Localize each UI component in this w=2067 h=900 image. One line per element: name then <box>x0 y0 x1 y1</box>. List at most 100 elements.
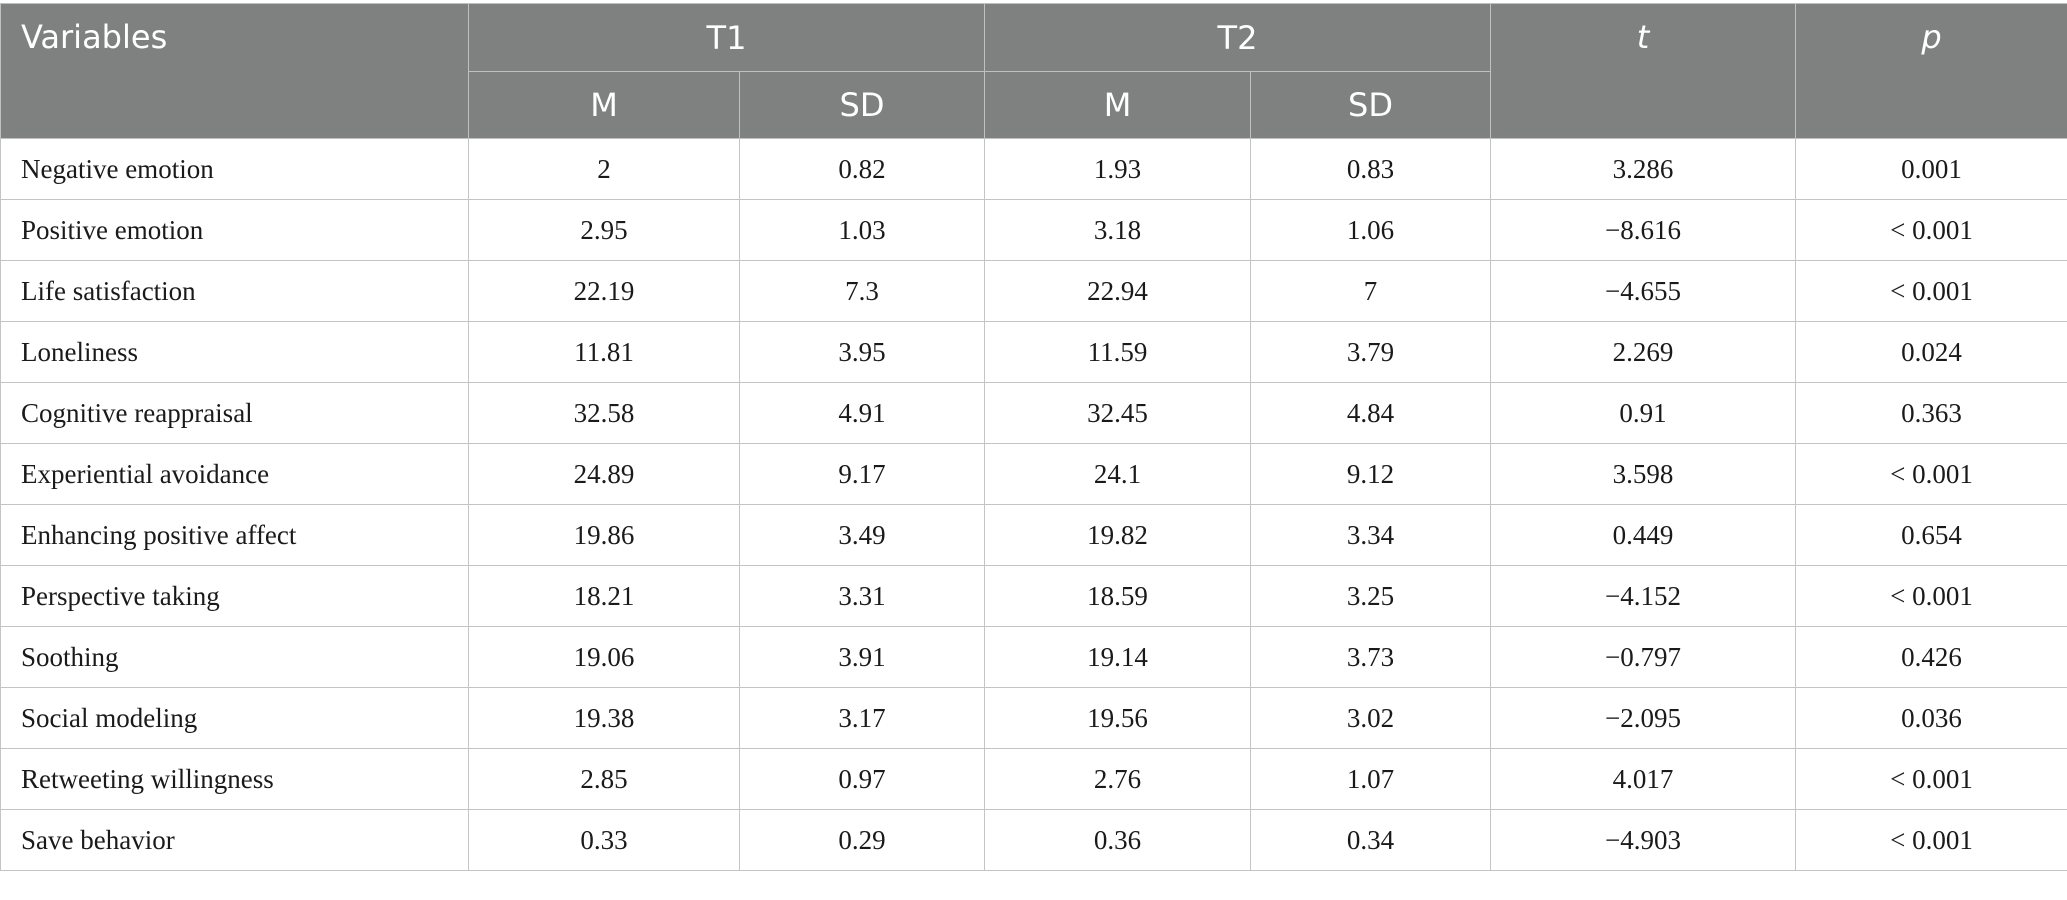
cell-t2-sd: 1.06 <box>1250 199 1491 261</box>
cell-t: 4.017 <box>1490 748 1796 810</box>
header-variables: Variables <box>0 3 469 139</box>
cell-t1-m: 19.06 <box>468 626 740 688</box>
cell-p: < 0.001 <box>1795 260 2067 322</box>
cell-t1-sd: 0.97 <box>739 748 985 810</box>
cell-t2-sd: 1.07 <box>1250 748 1491 810</box>
cell-t1-m: 2 <box>468 138 740 200</box>
cell-t2-m: 22.94 <box>984 260 1251 322</box>
cell-t1-sd: 0.29 <box>739 809 985 871</box>
cell-t: −0.797 <box>1490 626 1796 688</box>
cell-t2-sd: 9.12 <box>1250 443 1491 505</box>
cell-t1-sd: 7.3 <box>739 260 985 322</box>
cell-t2-m: 32.45 <box>984 382 1251 444</box>
cell-t2-sd: 3.34 <box>1250 504 1491 566</box>
cell-t: −2.095 <box>1490 687 1796 749</box>
cell-p: 0.001 <box>1795 138 2067 200</box>
cell-t1-m: 22.19 <box>468 260 740 322</box>
cell-t1-m: 18.21 <box>468 565 740 627</box>
header-t: t <box>1490 3 1796 139</box>
cell-t2-sd: 3.25 <box>1250 565 1491 627</box>
cell-t1-sd: 3.31 <box>739 565 985 627</box>
cell-t1-sd: 3.17 <box>739 687 985 749</box>
cell-p: < 0.001 <box>1795 565 2067 627</box>
cell-t2-sd: 3.79 <box>1250 321 1491 383</box>
cell-t1-m: 2.95 <box>468 199 740 261</box>
cell-t2-m: 19.56 <box>984 687 1251 749</box>
cell-t2-sd: 3.73 <box>1250 626 1491 688</box>
cell-variable: Social modeling <box>0 687 469 749</box>
header-t1-m: M <box>468 71 740 139</box>
cell-t2-m: 18.59 <box>984 565 1251 627</box>
table-header: Variables T1 T2 t p M SD M SD <box>0 3 2067 139</box>
cell-t2-m: 24.1 <box>984 443 1251 505</box>
cell-variable: Soothing <box>0 626 469 688</box>
table-row: Life satisfaction 22.19 7.3 22.94 7 −4.6… <box>0 260 2067 322</box>
header-t2-m: M <box>984 71 1251 139</box>
cell-t1-m: 2.85 <box>468 748 740 810</box>
cell-t1-sd: 9.17 <box>739 443 985 505</box>
cell-variable: Positive emotion <box>0 199 469 261</box>
cell-t2-sd: 7 <box>1250 260 1491 322</box>
table-row: Social modeling 19.38 3.17 19.56 3.02 −2… <box>0 687 2067 749</box>
cell-p: 0.024 <box>1795 321 2067 383</box>
cell-t2-m: 2.76 <box>984 748 1251 810</box>
header-group-t2: T2 <box>984 3 1491 72</box>
cell-variable: Negative emotion <box>0 138 469 200</box>
cell-p: 0.363 <box>1795 382 2067 444</box>
cell-t1-m: 0.33 <box>468 809 740 871</box>
cell-t2-m: 11.59 <box>984 321 1251 383</box>
cell-p: < 0.001 <box>1795 199 2067 261</box>
cell-variable: Save behavior <box>0 809 469 871</box>
header-t2-sd: SD <box>1250 71 1491 139</box>
cell-variable: Loneliness <box>0 321 469 383</box>
cell-t1-sd: 4.91 <box>739 382 985 444</box>
cell-t2-sd: 0.83 <box>1250 138 1491 200</box>
cell-t: −4.152 <box>1490 565 1796 627</box>
cell-t: 0.91 <box>1490 382 1796 444</box>
table-row: Enhancing positive affect 19.86 3.49 19.… <box>0 504 2067 566</box>
cell-t2-sd: 4.84 <box>1250 382 1491 444</box>
table-row: Cognitive reappraisal 32.58 4.91 32.45 4… <box>0 382 2067 444</box>
cell-p: 0.426 <box>1795 626 2067 688</box>
cell-p: < 0.001 <box>1795 748 2067 810</box>
cell-t1-sd: 3.49 <box>739 504 985 566</box>
table-row: Positive emotion 2.95 1.03 3.18 1.06 −8.… <box>0 199 2067 261</box>
cell-t1-sd: 0.82 <box>739 138 985 200</box>
table-row: Negative emotion 2 0.82 1.93 0.83 3.286 … <box>0 138 2067 200</box>
table-row: Perspective taking 18.21 3.31 18.59 3.25… <box>0 565 2067 627</box>
cell-t1-m: 19.38 <box>468 687 740 749</box>
cell-p: 0.036 <box>1795 687 2067 749</box>
cell-t1-sd: 1.03 <box>739 199 985 261</box>
cell-t: −4.903 <box>1490 809 1796 871</box>
header-group-t1: T1 <box>468 3 985 72</box>
table-body: Negative emotion 2 0.82 1.93 0.83 3.286 … <box>0 138 2067 871</box>
cell-t: 0.449 <box>1490 504 1796 566</box>
cell-t1-m: 24.89 <box>468 443 740 505</box>
cell-t: −8.616 <box>1490 199 1796 261</box>
data-table-container: Variables T1 T2 t p M SD M SD Negative e… <box>0 3 2067 871</box>
cell-p: < 0.001 <box>1795 443 2067 505</box>
cell-t: 2.269 <box>1490 321 1796 383</box>
table-row: Save behavior 0.33 0.29 0.36 0.34 −4.903… <box>0 809 2067 871</box>
table-row: Experiential avoidance 24.89 9.17 24.1 9… <box>0 443 2067 505</box>
cell-p: < 0.001 <box>1795 809 2067 871</box>
cell-t2-m: 0.36 <box>984 809 1251 871</box>
cell-variable: Retweeting willingness <box>0 748 469 810</box>
cell-variable: Perspective taking <box>0 565 469 627</box>
cell-t2-sd: 0.34 <box>1250 809 1491 871</box>
table-row: Loneliness 11.81 3.95 11.59 3.79 2.269 0… <box>0 321 2067 383</box>
cell-variable: Life satisfaction <box>0 260 469 322</box>
cell-t2-m: 19.14 <box>984 626 1251 688</box>
cell-t: 3.598 <box>1490 443 1796 505</box>
cell-t1-m: 19.86 <box>468 504 740 566</box>
cell-t1-sd: 3.91 <box>739 626 985 688</box>
cell-t1-m: 11.81 <box>468 321 740 383</box>
cell-t1-sd: 3.95 <box>739 321 985 383</box>
cell-variable: Cognitive reappraisal <box>0 382 469 444</box>
cell-t2-m: 3.18 <box>984 199 1251 261</box>
cell-variable: Experiential avoidance <box>0 443 469 505</box>
cell-t1-m: 32.58 <box>468 382 740 444</box>
cell-variable: Enhancing positive affect <box>0 504 469 566</box>
cell-t2-sd: 3.02 <box>1250 687 1491 749</box>
table-row: Retweeting willingness 2.85 0.97 2.76 1.… <box>0 748 2067 810</box>
